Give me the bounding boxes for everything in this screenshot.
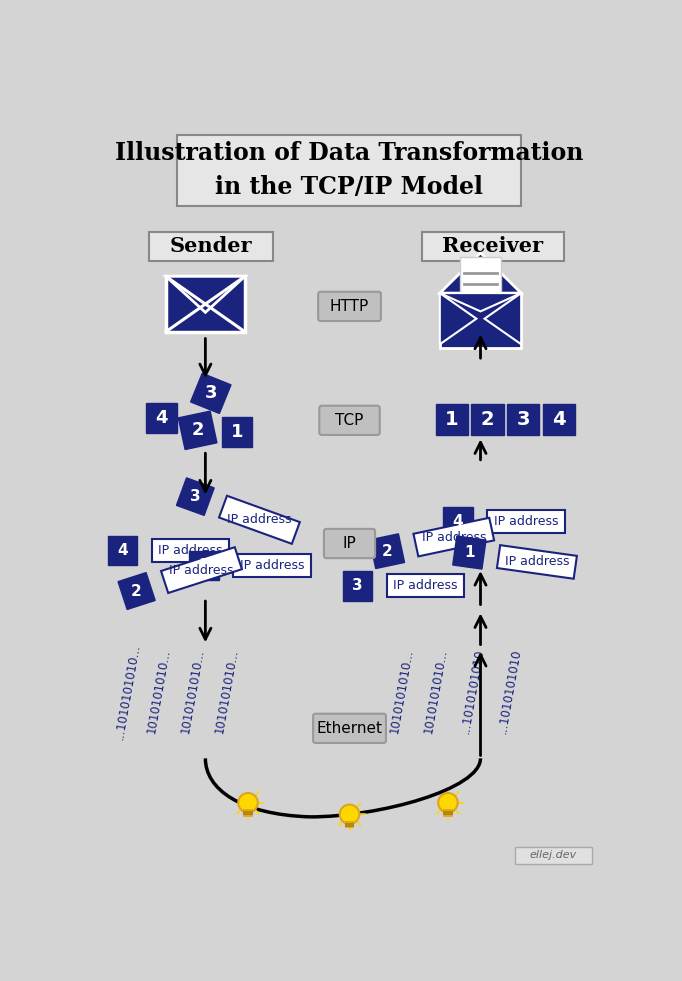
Polygon shape [219,495,300,543]
Polygon shape [370,534,404,569]
Polygon shape [497,545,577,579]
Polygon shape [387,574,464,597]
Text: 1010101010...: 1010101010... [421,648,449,735]
Bar [346,822,353,827]
Text: 1: 1 [231,423,243,440]
Circle shape [238,793,258,812]
Polygon shape [413,518,494,556]
Text: 1: 1 [198,558,209,573]
FancyBboxPatch shape [324,529,375,558]
Bar [471,404,504,435]
Polygon shape [189,551,218,581]
Text: IP address: IP address [421,531,486,543]
Text: IP address: IP address [240,559,304,572]
Text: 4: 4 [552,410,565,429]
Text: Sender: Sender [170,236,252,256]
Text: 1010101010...: 1010101010... [179,648,206,735]
Bar [177,134,521,205]
Bar [507,404,539,435]
Text: 4: 4 [453,514,463,529]
Polygon shape [233,554,311,578]
Text: 3: 3 [516,410,530,429]
Text: 3: 3 [352,579,363,594]
Text: Ethernet: Ethernet [316,721,383,736]
Bar [440,293,521,348]
Text: 2: 2 [192,422,204,439]
Text: ellej.dev: ellej.dev [530,851,577,860]
Polygon shape [191,374,231,413]
Polygon shape [152,539,229,562]
Polygon shape [161,547,242,593]
Text: 2: 2 [382,543,392,558]
Text: ...1010101010: ...1010101010 [459,648,486,735]
Text: IP address: IP address [169,564,234,577]
Text: HTTP: HTTP [330,299,369,314]
FancyBboxPatch shape [319,406,380,435]
Polygon shape [443,506,473,536]
Polygon shape [440,293,477,344]
Polygon shape [222,417,252,446]
Circle shape [340,804,359,824]
Text: 1010101010...: 1010101010... [387,648,415,735]
Text: 3: 3 [190,490,201,504]
Polygon shape [440,293,521,311]
Bar [166,277,245,332]
Polygon shape [453,536,486,569]
Polygon shape [146,402,177,434]
Text: IP address: IP address [505,555,569,568]
Bar [422,232,564,261]
Text: TCP: TCP [336,413,364,428]
Bar [460,256,501,304]
Circle shape [439,793,458,812]
Polygon shape [177,478,214,515]
Text: 4: 4 [117,542,128,558]
Bar [542,404,575,435]
Text: ...1010101010: ...1010101010 [496,648,524,735]
Text: Receiver: Receiver [443,236,544,256]
Text: IP address: IP address [494,515,559,528]
Text: 4: 4 [155,409,168,427]
FancyBboxPatch shape [318,291,381,321]
Polygon shape [178,411,217,449]
Bar [444,810,451,816]
Text: ...1010101010...: ...1010101010... [113,643,143,741]
Polygon shape [166,277,245,312]
Polygon shape [485,293,521,344]
Polygon shape [440,253,521,293]
Bar [244,810,252,816]
Polygon shape [488,510,565,533]
Bar [515,847,592,864]
Bar [436,404,468,435]
Text: 2: 2 [131,584,142,598]
FancyBboxPatch shape [313,714,386,743]
Text: IP address: IP address [394,580,458,593]
Text: Illustration of Data Transformation
in the TCP/IP Model: Illustration of Data Transformation in t… [115,141,583,199]
Text: IP address: IP address [158,543,223,557]
Text: 1: 1 [445,410,458,429]
Text: IP: IP [342,536,357,551]
Bar [149,232,273,261]
Polygon shape [108,536,137,565]
Polygon shape [118,573,155,609]
Text: 2: 2 [481,410,494,429]
Text: 1010101010...: 1010101010... [213,648,240,735]
Polygon shape [342,571,372,600]
Text: 3: 3 [205,385,217,402]
Text: 1010101010...: 1010101010... [145,648,173,735]
Text: IP address: IP address [227,513,292,526]
Text: 1: 1 [464,545,475,560]
